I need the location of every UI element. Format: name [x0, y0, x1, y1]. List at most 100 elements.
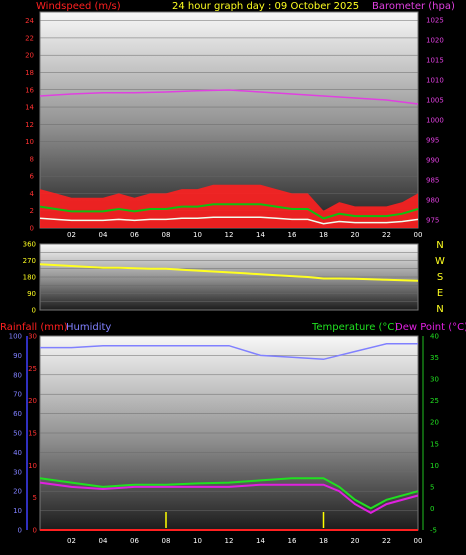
humidity-line [40, 343, 418, 361]
barometer-tick-label: 980 [426, 197, 439, 205]
rain-tick-label: 15 [28, 430, 37, 438]
x-tick-label-temp: 04 [99, 537, 108, 545]
tick-labels: 0202040406060808101012121414161618182020… [9, 17, 445, 546]
compass-label: E [437, 288, 443, 299]
rain-tick-label: 30 [28, 333, 37, 341]
x-tick-label-temp: 08 [162, 537, 171, 545]
temperature-tick-label: 20 [430, 419, 439, 427]
barometer-tick-label: 975 [426, 217, 439, 225]
wind-tick-label: 2 [30, 207, 34, 215]
x-tick-label-temp: 22 [382, 537, 391, 545]
dew-point-axis-label: Dew Point (°C) [395, 322, 466, 333]
wind-tick-label: 0 [30, 225, 34, 233]
wind-tick-label: 8 [30, 155, 34, 163]
humidity-tick-label: 60 [13, 410, 22, 418]
direction-tick-label: 270 [23, 257, 36, 265]
x-tick-label-wind: 14 [256, 231, 265, 239]
x-tick-label-wind: 00 [414, 231, 423, 239]
x-tick-label-wind: 20 [351, 231, 360, 239]
x-tick-label-temp: 12 [225, 537, 234, 545]
x-tick-label-temp: 18 [319, 537, 328, 545]
x-tick-label-temp: 02 [67, 537, 76, 545]
temperature-line [39, 477, 419, 510]
temperature-tick-label: 5 [430, 483, 434, 491]
humidity-tick-label: 10 [13, 507, 22, 515]
x-tick-label-temp: 20 [351, 537, 360, 545]
humidity-tick-label: 80 [13, 371, 22, 379]
humidity-tick-label: 0 [18, 527, 22, 535]
temperature-tick-label: 30 [430, 376, 439, 384]
compass-label: N [436, 240, 443, 251]
x-tick-label-wind: 02 [67, 231, 76, 239]
rain-tick-label: 20 [28, 397, 37, 405]
x-tick-label-wind: 08 [162, 231, 171, 239]
wind-axis-label: Windspeed (m/s) [36, 1, 121, 12]
direction-tick-label: 90 [27, 290, 36, 298]
x-tick-label-wind: 22 [382, 231, 391, 239]
wind-tick-label: 14 [25, 104, 34, 112]
x-tick-label-wind: 12 [225, 231, 234, 239]
x-tick-label-wind: 18 [319, 231, 328, 239]
rain-tick-label: 25 [28, 365, 37, 373]
direction-tick-label: 180 [23, 274, 36, 282]
wind-tick-label: 18 [25, 69, 34, 77]
rain-tick-label: 0 [33, 527, 37, 535]
rain-axis-label: Rainfall (mm) [0, 322, 68, 333]
barometer-line [39, 89, 419, 105]
x-tick-label-wind: 16 [288, 231, 297, 239]
temperature-tick-label: 35 [430, 354, 439, 362]
x-tick-label-wind: 04 [99, 231, 108, 239]
direction-tick-label: 360 [23, 241, 36, 249]
compass-label: S [437, 272, 443, 283]
x-tick-label-temp: 06 [130, 537, 139, 545]
wind-tick-label: 22 [25, 34, 34, 42]
windspeed-average-line [39, 203, 419, 220]
temperature-axis-label: Temperature (°C) [311, 322, 398, 333]
humidity-tick-label: 30 [13, 468, 22, 476]
humidity-tick-label: 20 [13, 488, 22, 496]
temperature-tick-label: 40 [430, 333, 439, 341]
dew-point-line [39, 481, 419, 514]
temperature-tick-label: 0 [430, 505, 434, 513]
barometer-tick-label: 995 [426, 137, 439, 145]
compass-label: N [436, 304, 443, 315]
x-tick-label-temp: 14 [256, 537, 265, 545]
chart-marks [39, 89, 419, 531]
temperature-tick-label: 15 [430, 440, 439, 448]
compass-label: W [435, 256, 445, 267]
page-title: 24 hour graph day : 09 October 2025 [172, 1, 359, 12]
wind-tick-label: 20 [25, 52, 34, 60]
x-tick-label-wind: 10 [193, 231, 202, 239]
barometer-tick-label: 1000 [426, 117, 444, 125]
wind-tick-label: 10 [25, 138, 34, 146]
wind-tick-label: 12 [25, 121, 34, 129]
wind-tick-label: 4 [30, 190, 35, 198]
wind-tick-label: 6 [30, 173, 35, 181]
barometer-axis-label: Barometer (hpa) [372, 1, 455, 12]
barometer-tick-label: 990 [426, 157, 439, 165]
humidity-tick-label: 40 [13, 449, 22, 457]
rain-tick-label: 5 [33, 494, 37, 502]
wind-tick-label: 16 [25, 86, 34, 94]
humidity-tick-label: 90 [13, 352, 22, 360]
x-tick-label-temp: 16 [288, 537, 297, 545]
humidity-tick-label: 50 [13, 430, 22, 438]
wind-direction-line [39, 263, 419, 282]
windspeed-low-line [39, 216, 419, 225]
barometer-tick-label: 1020 [426, 37, 444, 45]
barometer-tick-label: 1025 [426, 17, 444, 25]
barometer-tick-label: 1005 [426, 97, 444, 105]
x-tick-label-wind: 06 [130, 231, 139, 239]
humidity-tick-label: 100 [9, 333, 22, 341]
windspeed-area [40, 184, 418, 228]
temperature-tick-label: 10 [430, 462, 439, 470]
barometer-tick-label: 985 [426, 177, 439, 185]
humidity-axis-label: Humidity [66, 322, 111, 333]
direction-tick-label: 0 [32, 307, 36, 315]
barometer-tick-label: 1010 [426, 77, 444, 85]
temperature-tick-label: 25 [430, 397, 439, 405]
rain-tick-label: 10 [28, 462, 37, 470]
temperature-tick-label: -5 [430, 527, 437, 535]
x-tick-label-temp: 00 [414, 537, 423, 545]
